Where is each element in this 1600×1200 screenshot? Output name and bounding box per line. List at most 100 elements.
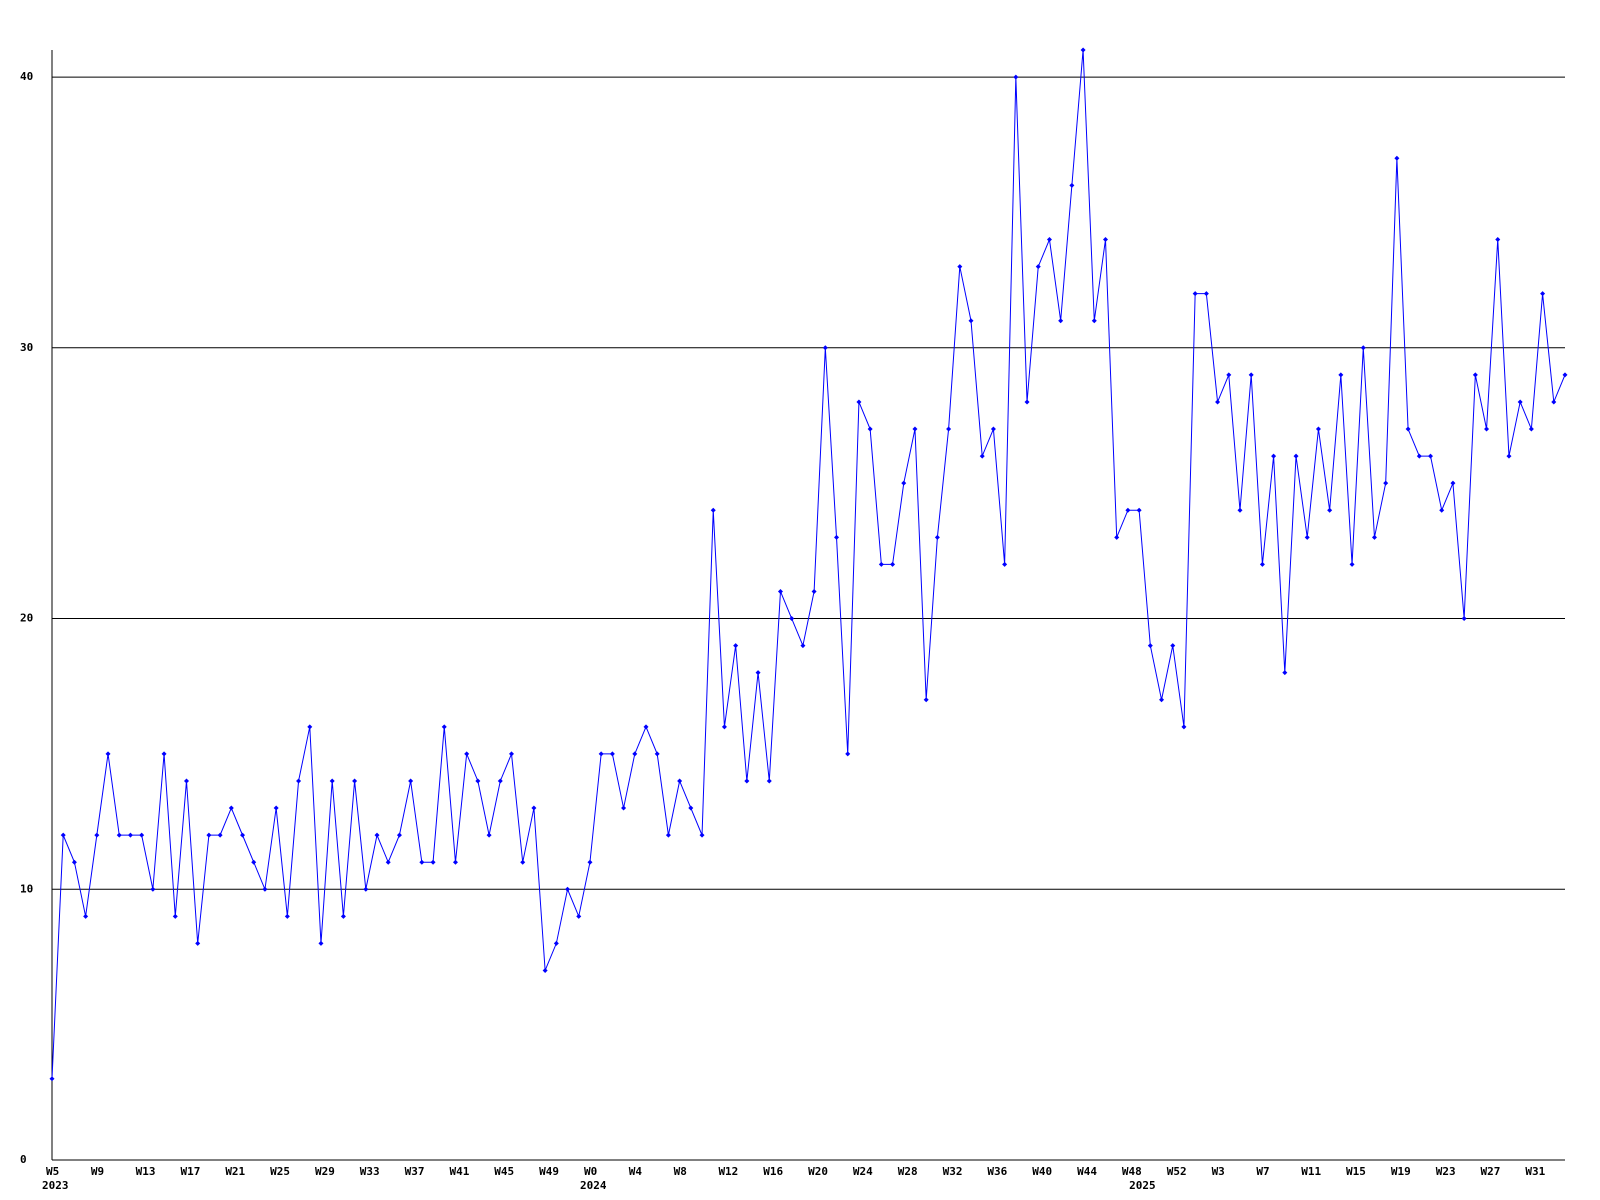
point-marker [1013, 74, 1019, 80]
point-marker [643, 724, 649, 730]
x-tick-label: W5 [46, 1165, 59, 1178]
point-marker [755, 670, 761, 676]
x-tick-label: W44 [1077, 1165, 1097, 1178]
point-marker [228, 805, 234, 811]
point-marker [688, 805, 694, 811]
point-marker [632, 751, 638, 757]
x-tick-label: W3 [1212, 1165, 1225, 1178]
point-marker [1159, 697, 1165, 703]
x-tick-label: W23 [1436, 1165, 1456, 1178]
point-marker [565, 886, 571, 892]
point-marker [677, 778, 683, 784]
point-marker [408, 778, 414, 784]
x-tick-label: W21 [225, 1165, 245, 1178]
x-tick-label: W33 [360, 1165, 380, 1178]
point-marker [60, 832, 66, 838]
point-marker [1327, 507, 1333, 513]
point-marker [1147, 643, 1153, 649]
point-marker [1203, 291, 1209, 297]
x-tick-label: W7 [1256, 1165, 1269, 1178]
point-marker [1170, 643, 1176, 649]
x-tick-label: W8 [674, 1165, 687, 1178]
point-marker [520, 859, 526, 865]
point-marker [273, 805, 279, 811]
point-marker [1024, 399, 1030, 405]
y-tick-label: 0 [20, 1153, 27, 1166]
point-marker [262, 886, 268, 892]
point-marker [1114, 534, 1120, 540]
point-marker [340, 913, 346, 919]
point-marker [1315, 426, 1321, 432]
point-marker [979, 453, 985, 459]
point-marker [374, 832, 380, 838]
y-tick-label: 40 [20, 70, 33, 83]
x-tick-label: W25 [270, 1165, 290, 1178]
point-marker [464, 751, 470, 757]
point-marker [452, 859, 458, 865]
x-tick-label: W40 [1032, 1165, 1052, 1178]
x-year-label: 2025 [1129, 1179, 1156, 1192]
point-marker [161, 751, 167, 757]
point-marker [1428, 453, 1434, 459]
x-tick-label: W20 [808, 1165, 828, 1178]
point-marker [1349, 561, 1355, 567]
point-marker [576, 913, 582, 919]
point-marker [396, 832, 402, 838]
x-tick-label: W52 [1167, 1165, 1187, 1178]
point-marker [654, 751, 660, 757]
x-tick-label: W0 [584, 1165, 597, 1178]
point-marker [811, 588, 817, 594]
point-marker [352, 778, 358, 784]
point-marker [1248, 372, 1254, 378]
point-marker [363, 886, 369, 892]
point-marker [1035, 264, 1041, 270]
y-tick-label: 20 [20, 612, 33, 625]
point-marker [1383, 480, 1389, 486]
x-tick-label: W32 [943, 1165, 963, 1178]
point-marker [1450, 480, 1456, 486]
point-marker [71, 859, 77, 865]
point-marker [1506, 453, 1512, 459]
point-marker [777, 588, 783, 594]
point-marker [878, 561, 884, 567]
point-marker [251, 859, 257, 865]
point-marker [1192, 291, 1198, 297]
point-marker [94, 832, 100, 838]
point-marker [1226, 372, 1232, 378]
point-marker [1461, 616, 1467, 622]
point-marker [553, 940, 559, 946]
x-tick-label: W36 [987, 1165, 1007, 1178]
point-marker [1002, 561, 1008, 567]
point-marker [621, 805, 627, 811]
point-marker [1360, 345, 1366, 351]
point-marker [183, 778, 189, 784]
x-tick-label: W45 [494, 1165, 514, 1178]
point-marker [1562, 372, 1568, 378]
point-marker [385, 859, 391, 865]
point-marker [497, 778, 503, 784]
point-marker [1046, 237, 1052, 243]
point-marker [890, 561, 896, 567]
point-marker [834, 534, 840, 540]
point-marker [766, 778, 772, 784]
point-marker [721, 724, 727, 730]
point-marker [744, 778, 750, 784]
point-marker [150, 886, 156, 892]
point-marker [172, 913, 178, 919]
point-marker [1080, 47, 1086, 53]
point-marker [1551, 399, 1557, 405]
point-marker [699, 832, 705, 838]
x-tick-label: W41 [449, 1165, 469, 1178]
point-marker [531, 805, 537, 811]
point-marker [867, 426, 873, 432]
point-marker [934, 534, 940, 540]
point-marker [475, 778, 481, 784]
x-tick-label: W13 [136, 1165, 156, 1178]
point-marker [912, 426, 918, 432]
point-marker [139, 832, 145, 838]
point-marker [486, 832, 492, 838]
point-marker [105, 751, 111, 757]
point-marker [1293, 453, 1299, 459]
series-line [51, 49, 1566, 1079]
